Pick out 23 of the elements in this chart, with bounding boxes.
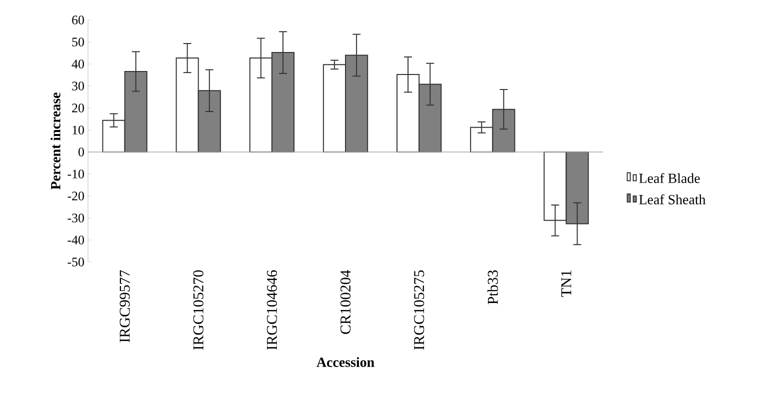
x-tick-label: IRGC105270 xyxy=(193,270,204,350)
x-tick-label: TN1 xyxy=(561,270,572,297)
y-tick-label: 0 xyxy=(78,148,84,156)
legend-label: Leaf Blade xyxy=(639,173,700,184)
y-tick-label: -10 xyxy=(68,170,84,178)
legend-label: Leaf Sheath xyxy=(639,194,706,204)
x-tick-label: IRGC104646 xyxy=(266,270,277,350)
x-tick-label: Ptb33 xyxy=(487,270,498,304)
y-tick-label: 20 xyxy=(72,104,84,112)
x-tick-label: IRGC105275 xyxy=(414,270,424,350)
y-tick-label: 50 xyxy=(72,38,84,46)
y-tick-label: 30 xyxy=(72,82,84,90)
y-tick-label: -40 xyxy=(68,236,84,244)
x-tick-label: IRGC99577 xyxy=(120,270,130,342)
x-axis-title: Accession xyxy=(316,357,374,367)
y-tick-label: 10 xyxy=(72,126,84,134)
y-tick-label: -30 xyxy=(68,214,84,222)
y-tick-label: -50 xyxy=(68,258,84,266)
y-tick-label: -20 xyxy=(68,192,84,200)
x-tick-label: CR100204 xyxy=(340,270,351,334)
y-axis-title: Percent increase xyxy=(50,92,60,190)
y-tick-label: 40 xyxy=(72,60,84,68)
y-tick-label: 60 xyxy=(72,16,84,24)
